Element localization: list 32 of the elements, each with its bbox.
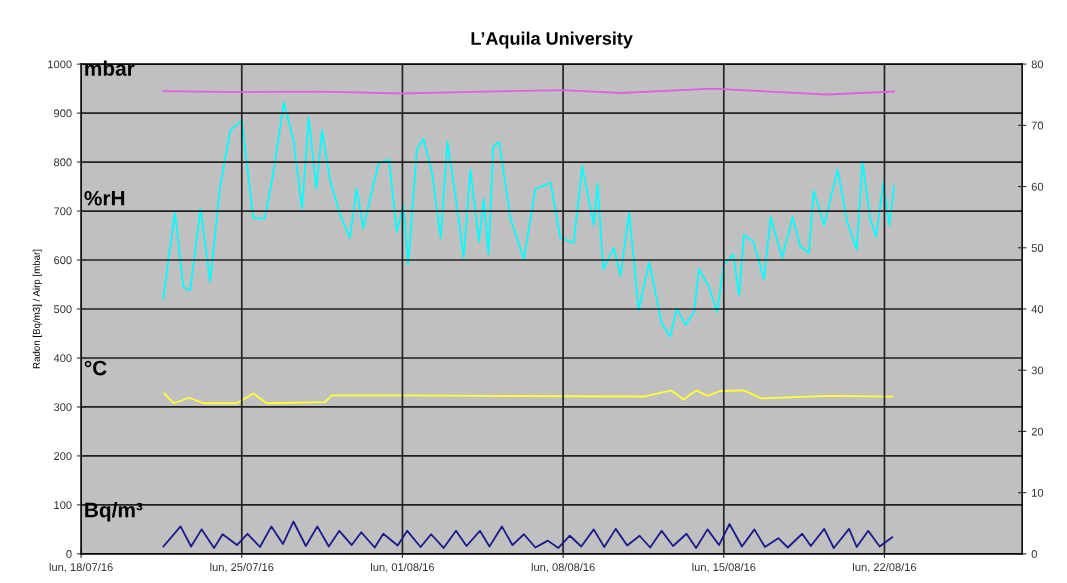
x-tick-label: lun, 25/07/16 [210, 562, 274, 573]
y-tick-label: 300 [53, 403, 72, 412]
y-axis-title: Radon [Bq/m3] / Airp [mbar] [32, 249, 42, 369]
y-tick-label: 1000 [48, 60, 72, 69]
series-label: mbar [85, 60, 135, 76]
x-tick-label: lun, 22/08/16 [853, 562, 917, 573]
y2-tick-label: 80 [1031, 60, 1044, 69]
y2-tick-label: 70 [1031, 121, 1044, 130]
y2-tick-label: 60 [1031, 182, 1044, 191]
y2-tick-label: 0 [1031, 550, 1037, 558]
y-tick-label: 200 [54, 452, 72, 461]
y-tick-label: 500 [53, 305, 72, 314]
x-tick-label: lun, 15/08/16 [692, 562, 756, 573]
y2-tick-label: 50 [1031, 244, 1044, 252]
y-tick-label: 100 [54, 501, 72, 510]
y-tick-label: 800 [54, 158, 72, 167]
y-tick-label: 400 [53, 354, 72, 363]
y-tick-label: 900 [54, 109, 72, 118]
x-tick-label: lun, 01/08/16 [371, 562, 435, 573]
y2-tick-label: 40 [1031, 305, 1044, 314]
text: °C [84, 360, 107, 376]
y-tick-label: 600 [54, 256, 72, 265]
y-tick-label: 700 [54, 207, 72, 216]
y2-tick-label: 20 [1031, 427, 1044, 436]
series-label: Bq/m³ [85, 502, 143, 522]
y-tick-label: 0 [66, 550, 72, 558]
chart-title: L’Aquila University [471, 31, 633, 49]
text: %rH [84, 190, 125, 206]
y2-tick-label: 30 [1031, 366, 1044, 375]
x-tick-label: lun, 08/08/16 [531, 562, 595, 573]
y2-tick-label: 10 [1032, 488, 1044, 497]
x-tick-label: lun, 18/07/16 [49, 562, 113, 573]
